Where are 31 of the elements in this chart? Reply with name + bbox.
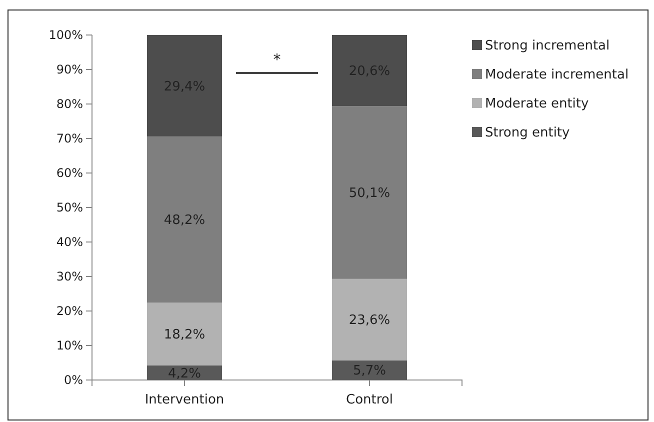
x-tick-label: Control: [346, 392, 393, 408]
y-tick-label: 30%: [56, 269, 83, 284]
y-tick-label: 90%: [56, 62, 83, 76]
bar: [332, 360, 407, 380]
data-label: 48,2%: [164, 213, 206, 228]
y-tick-label: 50%: [56, 200, 83, 214]
y-tick-label: 20%: [56, 304, 83, 318]
data-label: 50,1%: [348, 186, 390, 202]
y-tick-label: 40%: [56, 234, 83, 249]
y-tick-label: 80%: [56, 96, 83, 111]
bar: [332, 35, 407, 106]
bar: [147, 136, 222, 303]
data-label: 18,2%: [164, 328, 206, 343]
y-tick-label: 10%: [56, 338, 83, 352]
y-tick-label: 100%: [48, 28, 83, 42]
legend-label: Strong incremental: [485, 38, 610, 54]
y-tick-label: 70%: [56, 131, 83, 146]
data-label: 23,6%: [348, 313, 390, 328]
bar: [332, 106, 407, 279]
bar: [147, 302, 222, 366]
legend-label: Moderate entity: [485, 96, 589, 112]
legend-label: Strong entity: [485, 126, 570, 141]
annotation: *: [273, 50, 282, 68]
y-tick-label: 60%: [56, 166, 83, 180]
bar: [332, 278, 407, 360]
legend-label: Moderate incremental: [485, 68, 629, 83]
y-tick-label: 0%: [64, 372, 83, 387]
x-tick-label: Intervention: [144, 392, 224, 408]
bar: [147, 35, 222, 136]
data-label: 5,7%: [352, 364, 386, 379]
data-label: 4,2%: [168, 366, 202, 382]
